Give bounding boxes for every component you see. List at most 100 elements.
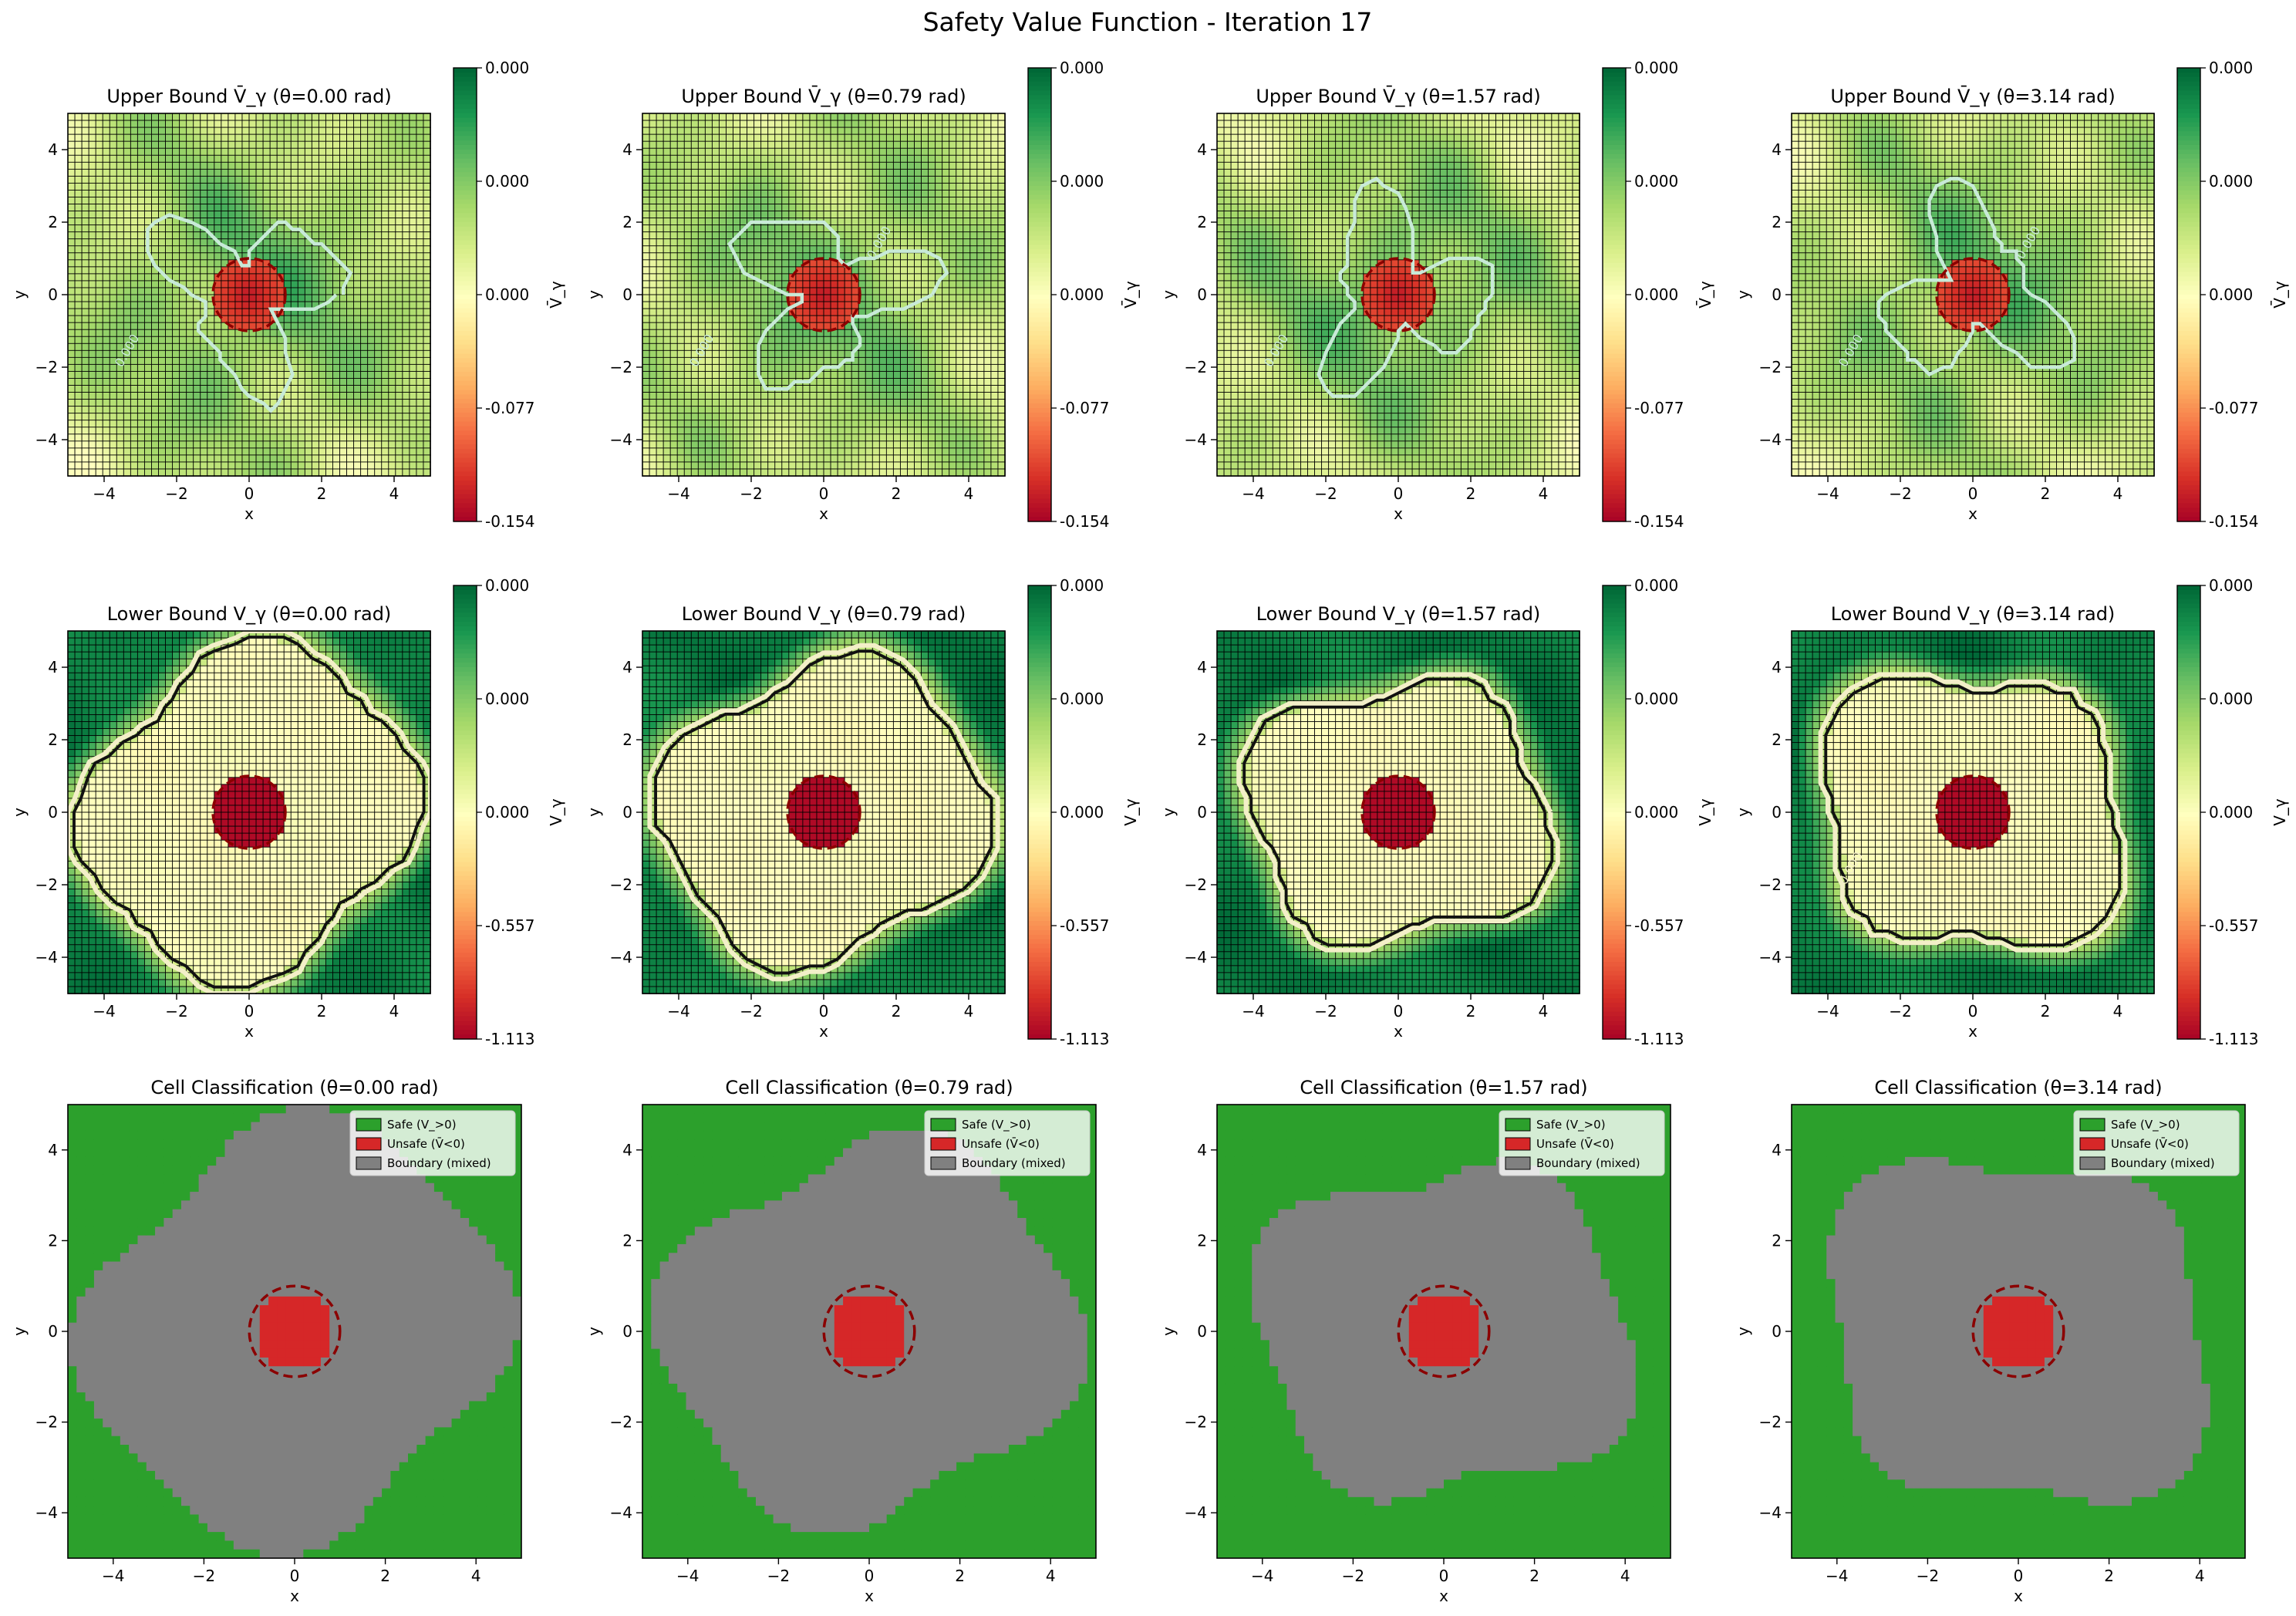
heatmap-cell [151,239,158,246]
heatmap-cell [68,393,75,400]
heatmap-cell [201,127,207,134]
heatmap-cell [319,267,325,274]
heatmap-cell [305,155,312,162]
heatmap-cell [207,260,214,267]
heatmap-cell [103,113,110,120]
heatmap-cell [242,267,249,274]
heatmap-cell [325,322,332,329]
heatmap-cell [249,322,256,329]
heatmap-cell [187,329,194,336]
heatmap-cell [263,455,270,462]
heatmap-cell [137,267,144,274]
heatmap-cell [89,448,96,455]
heatmap-cell [137,322,144,329]
heatmap-cell [180,343,187,350]
heatmap-cell [173,378,180,385]
heatmap-cell [207,204,214,211]
heatmap-cell [123,322,130,329]
heatmap-cell [214,155,221,162]
heatmap-cell [194,350,201,357]
heatmap-cell [144,176,151,183]
heatmap-cell [298,434,305,441]
heatmap-cell [116,204,123,211]
heatmap-cell [103,364,110,371]
heatmap-cell [291,155,298,162]
heatmap-cell [332,462,339,469]
heatmap-cell [96,148,103,155]
heatmap-cell [96,302,103,309]
heatmap-cell [137,393,144,400]
heatmap-cell [68,364,75,371]
heatmap-cell [137,455,144,462]
heatmap-cell [298,274,305,281]
heatmap-cell [103,462,110,469]
heatmap-cell [68,204,75,211]
heatmap-cell [214,113,221,120]
heatmap-cell [242,364,249,371]
panels: 0.000−4−4−2−2002244xyUpper Bound V̄_γ (θ… [10,59,2289,1605]
heatmap-cell [298,197,305,204]
heatmap-cell [221,427,228,434]
heatmap-cell [235,267,242,274]
heatmap-cell [75,407,82,413]
heatmap-cell [242,434,249,441]
heatmap-cell [201,288,207,295]
heatmap-cell [319,295,325,302]
heatmap-cell [123,218,130,225]
heatmap-cell [305,413,312,420]
heatmap-cell [305,364,312,371]
heatmap-cell [137,371,144,378]
heatmap-cell [137,441,144,448]
heatmap-cell [116,378,123,385]
heatmap-cell [159,288,166,295]
heatmap-cell [144,127,151,134]
heatmap-cell [207,462,214,469]
heatmap-cell [180,462,187,469]
heatmap-cell [89,420,96,427]
heatmap-cell [123,371,130,378]
heatmap-cell [340,413,347,420]
heatmap-cell [207,141,214,148]
heatmap-cell [110,239,116,246]
heatmap-cell [68,371,75,378]
heatmap-cell [110,225,116,232]
heatmap-cell [256,386,263,393]
heatmap-cell [284,434,291,441]
heatmap-cell [103,183,110,190]
heatmap-cell [173,155,180,162]
heatmap-cell [137,183,144,190]
heatmap-cell [151,120,158,127]
heatmap-cell [312,260,319,267]
heatmap-cell [325,448,332,455]
heatmap-cell [194,274,201,281]
heatmap-cell [201,400,207,407]
heatmap-cell [130,469,137,476]
heatmap-cell [256,448,263,455]
heatmap-cell [194,197,201,204]
heatmap-cell [242,274,249,281]
heatmap-cell [305,176,312,183]
heatmap-cell [180,197,187,204]
heatmap-cell [187,169,194,176]
heatmap-cell [89,148,96,155]
heatmap-cell [68,288,75,295]
heatmap-cell [180,253,187,260]
heatmap-cell [144,197,151,204]
heatmap-cell [325,393,332,400]
heatmap-cell [332,329,339,336]
heatmap-cell [110,197,116,204]
heatmap-cell [116,281,123,288]
heatmap-cell [284,253,291,260]
heatmap-cell [235,176,242,183]
heatmap-cell [201,253,207,260]
heatmap-cell [221,225,228,232]
heatmap-cell [291,386,298,393]
heatmap-cell [270,343,277,350]
heatmap-cell [103,288,110,295]
heatmap-cell [201,246,207,253]
heatmap-cell [194,141,201,148]
heatmap-cell [82,420,89,427]
heatmap-cell [68,462,75,469]
heatmap-cell [325,162,332,169]
heatmap-cell [319,413,325,420]
